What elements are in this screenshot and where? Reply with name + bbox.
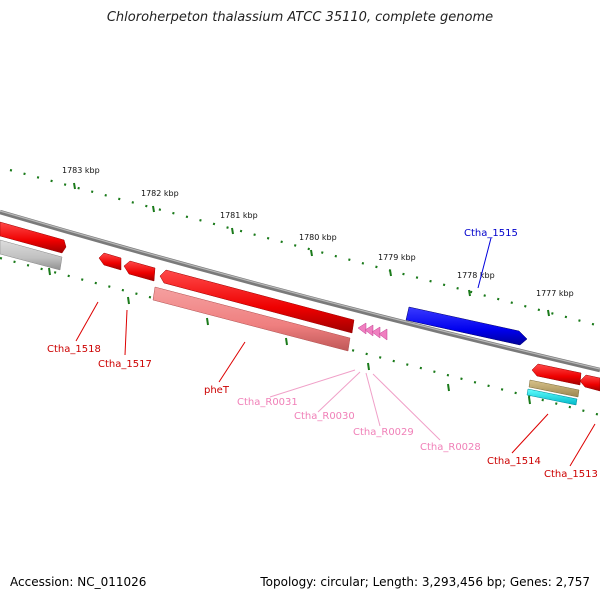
scale-label-1779: 1779 kbp [378, 253, 416, 262]
tick-1780 [310, 249, 313, 257]
leader-phet [218, 341, 246, 383]
trna-ctha-r0030[interactable] [364, 324, 374, 337]
gene-arrow-phet[interactable] [159, 269, 355, 334]
gene-arrow-ctha-1519[interactable] [0, 221, 67, 254]
tick-1778 [468, 289, 471, 297]
label-ctha-r0030[interactable]: Ctha_R0030 [294, 411, 355, 422]
tick-1781 [231, 227, 234, 235]
label-ctha-r0031[interactable]: Ctha_R0031 [237, 397, 298, 408]
tick-1779 [389, 269, 392, 277]
label-ctha-1515[interactable]: Ctha_1515 [464, 228, 518, 239]
accession-info: Accession: NC_011026 [10, 575, 147, 589]
leader-ctha-r0030 [317, 371, 361, 413]
gene-arrow-ctha-1514[interactable] [531, 363, 582, 386]
tick-1783 [73, 182, 76, 190]
label-ctha-1513[interactable]: Ctha_1513 [544, 469, 598, 480]
scale-major-ticks [73, 182, 550, 317]
genome-backbone-highlight [0, 210, 600, 370]
gene-arrow-ctha-1517[interactable] [123, 260, 156, 282]
inner-tick [447, 383, 450, 392]
inner-tick [127, 296, 130, 305]
trna-ctha-r0031[interactable] [357, 322, 367, 335]
scale-label-1778: 1778 kbp [457, 271, 495, 280]
genome-backbone [0, 209, 600, 373]
feature-cyan[interactable] [526, 388, 578, 406]
inner-tick [367, 362, 370, 371]
scale-label-1780: 1780 kbp [299, 233, 337, 242]
trna-ctha-r0029[interactable] [371, 326, 381, 339]
leader-ctha-1514 [511, 413, 549, 454]
inner-tick [528, 396, 531, 405]
map-title: Chloroherpeton thalassium ATCC 35110, co… [106, 10, 494, 25]
tick-1777 [547, 309, 550, 317]
inner-tick [48, 267, 51, 276]
label-phet[interactable]: pheT [204, 385, 230, 396]
leader-ctha-1518 [75, 301, 99, 342]
inner-tick [206, 317, 209, 326]
label-ctha-r0029[interactable]: Ctha_R0029 [353, 427, 414, 438]
scale-label-1781: 1781 kbp [220, 211, 258, 220]
trna-ctha-r0028[interactable] [378, 328, 388, 341]
leader-ctha-1515 [477, 237, 492, 289]
label-ctha-r0028[interactable]: Ctha_R0028 [420, 442, 481, 453]
feature-tan[interactable] [528, 379, 580, 398]
leader-ctha-1513 [569, 423, 596, 467]
tick-1782 [152, 205, 155, 213]
label-ctha-1514[interactable]: Ctha_1514 [487, 456, 541, 467]
leader-ctha-1517 [124, 309, 128, 356]
scale-label-1777: 1777 kbp [536, 289, 574, 298]
leader-ctha-r0029 [365, 372, 381, 427]
label-ctha-1517[interactable]: Ctha_1517 [98, 359, 152, 370]
trna-cluster [357, 322, 388, 341]
label-ctha-1518[interactable]: Ctha_1518 [47, 344, 101, 355]
scale-label-1782: 1782 kbp [141, 189, 179, 198]
scale-track-outer [9, 168, 600, 328]
gene-arrow-ctha-1515[interactable] [405, 306, 528, 346]
scale-label-1783: 1783 kbp [62, 166, 100, 175]
gene-arrow-ctha-1518[interactable] [98, 252, 122, 271]
leader-ctha-r0031 [269, 369, 356, 398]
inner-tick [285, 337, 288, 346]
inner-major-ticks [48, 267, 531, 405]
leader-ctha-r0028 [372, 373, 441, 441]
pseudo-feature[interactable] [0, 239, 63, 271]
cds-arrow-phet[interactable] [152, 286, 351, 352]
genome-summary: Topology: circular; Length: 3,293,456 bp… [260, 575, 590, 589]
gene-arrow-ctha-1513[interactable] [579, 374, 600, 392]
